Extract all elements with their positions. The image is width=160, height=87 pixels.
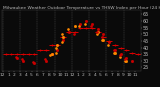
Text: Milwaukee Weather Outdoor Temperature vs THSW Index per Hour (24 Hours): Milwaukee Weather Outdoor Temperature vs… [3,6,160,10]
